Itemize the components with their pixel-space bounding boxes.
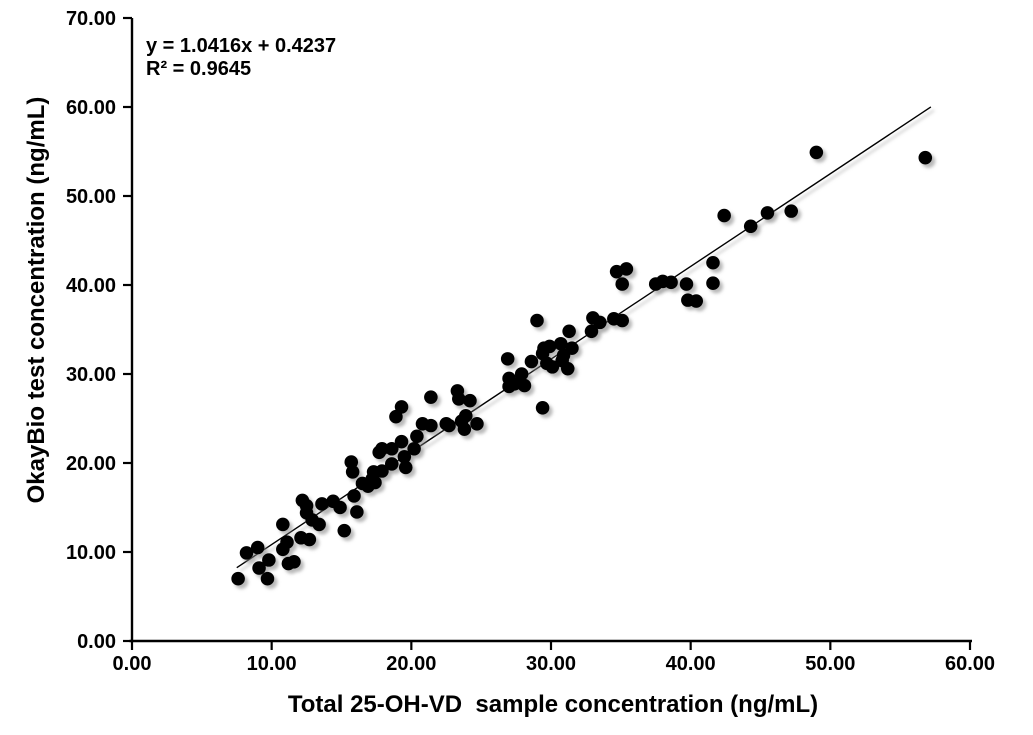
data-point (514, 367, 529, 381)
x-axis: 0.00 10.00 20.00 30.00 40.00 50.00 60.00 (113, 639, 995, 675)
data-point (250, 540, 265, 555)
data-point (717, 208, 731, 223)
data-point (530, 313, 544, 328)
data-point (394, 400, 409, 414)
y-tick-label: 50.00 (66, 186, 116, 208)
data-point (350, 505, 364, 519)
data-point (410, 429, 424, 444)
x-tick-label: 30.00 (526, 653, 576, 675)
data-point (562, 324, 576, 339)
data-point (398, 460, 413, 475)
data-point (545, 360, 560, 374)
trendline-group (236, 106, 932, 569)
trendline (236, 106, 932, 569)
data-point (706, 255, 720, 270)
data-point (809, 145, 824, 160)
y-tick-label: 30.00 (66, 364, 116, 386)
y-axis: 0.00 10.00 20.00 30.00 40.00 50.00 60.00 70.00 (66, 8, 134, 653)
data-point (470, 417, 484, 431)
data-point (784, 204, 799, 218)
data-point (424, 418, 438, 433)
y-tick-label: 60.00 (66, 97, 116, 119)
x-tick-label: 60.00 (945, 653, 995, 675)
data-point (384, 441, 399, 456)
x-tick-label: 0.00 (113, 653, 152, 675)
data-point (424, 390, 438, 404)
y-tick-label: 0.00 (77, 631, 116, 653)
data-point (679, 277, 694, 291)
data-point (619, 262, 634, 276)
data-points (231, 145, 933, 586)
x-tick-label: 50.00 (805, 653, 855, 675)
data-point (262, 553, 276, 567)
data-point (239, 546, 254, 560)
data-point (664, 275, 678, 290)
data-point (743, 219, 758, 234)
data-point (457, 422, 472, 436)
data-point (517, 378, 532, 393)
data-point (760, 206, 775, 220)
r-squared-label: R² = 0.9645 (146, 58, 251, 80)
data-point (407, 441, 421, 456)
x-tick-label: 40.00 (666, 653, 716, 675)
y-tick-label: 40.00 (66, 275, 116, 297)
data-point (276, 517, 290, 532)
data-point (375, 464, 389, 478)
data-point (565, 341, 579, 355)
data-point (333, 500, 347, 515)
y-axis-title: OkayBio test concentration (ng/mL) (23, 97, 50, 504)
data-point (260, 571, 275, 586)
x-axis-title: Total 25-OH-VD sample concentration (ng/… (288, 691, 818, 718)
data-point (231, 571, 245, 586)
data-point (345, 465, 360, 479)
data-point (560, 361, 575, 376)
data-point (252, 561, 266, 575)
data-point (553, 336, 568, 351)
equation-label: y = 1.0416x + 0.4237 (146, 35, 336, 57)
data-point (287, 554, 301, 569)
data-point (337, 523, 352, 538)
data-point (442, 418, 456, 433)
data-point (394, 434, 409, 449)
y-tick-label: 70.00 (66, 8, 116, 30)
data-point (689, 294, 704, 308)
data-point (593, 315, 607, 330)
data-point (500, 352, 515, 366)
data-point (312, 517, 326, 532)
data-point (280, 535, 294, 550)
data-point (452, 392, 466, 406)
data-point (463, 393, 477, 408)
data-point (918, 150, 933, 165)
data-point (397, 449, 412, 464)
data-point (315, 497, 329, 511)
data-point (706, 276, 720, 291)
data-point (384, 457, 399, 471)
data-point (615, 277, 630, 291)
data-point (542, 339, 557, 354)
data-point (535, 401, 550, 415)
data-point (615, 313, 630, 328)
data-point (347, 489, 361, 503)
y-tick-label: 10.00 (66, 542, 116, 564)
data-point (584, 324, 599, 339)
y-tick-label: 20.00 (66, 453, 116, 475)
x-tick-label: 10.00 (247, 653, 297, 675)
data-point (302, 532, 317, 547)
data-point (524, 354, 539, 369)
x-tick-label: 20.00 (386, 653, 436, 675)
data-point (375, 441, 389, 456)
